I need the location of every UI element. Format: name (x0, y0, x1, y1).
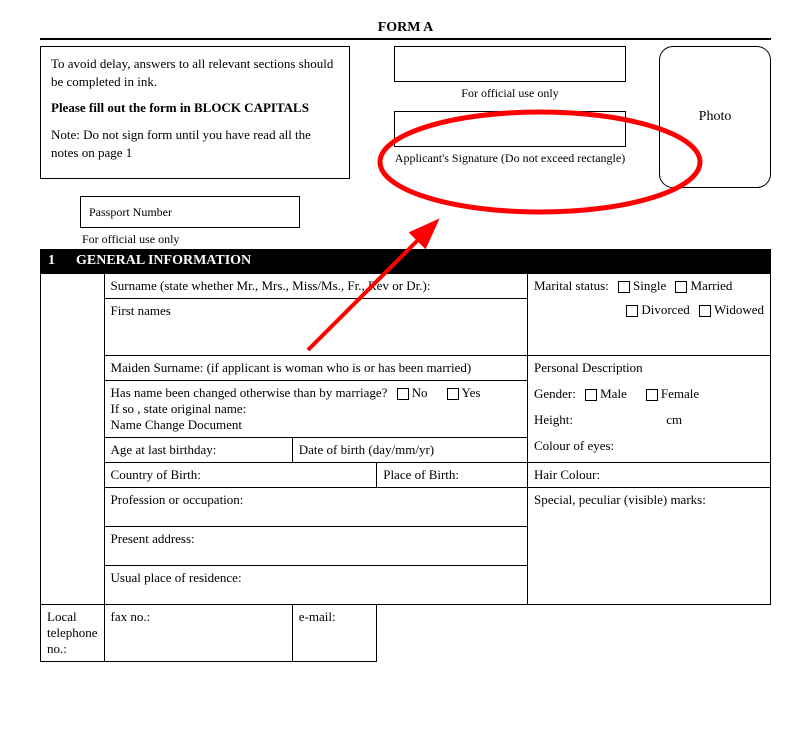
place-birth-cell[interactable]: Place of Birth: (377, 463, 528, 488)
photo-label: Photo (699, 109, 732, 125)
age-cell[interactable]: Age at last birthday: (104, 438, 292, 463)
name-change-orig: If so , state original name: (111, 401, 521, 417)
personal-desc-label: Personal Description (534, 360, 764, 376)
checkbox-married[interactable] (675, 281, 687, 293)
checkbox-yes[interactable] (447, 388, 459, 400)
official-use-caption: For official use only (461, 86, 558, 101)
personal-description-cell[interactable]: Personal Description Gender: Male Female… (528, 356, 771, 463)
maiden-cell[interactable]: Maiden Surname: (if applicant is woman w… (104, 356, 527, 381)
section-number: 1 (48, 253, 76, 269)
checkbox-no[interactable] (397, 388, 409, 400)
photo-box[interactable]: Photo (659, 46, 771, 188)
no-label: No (412, 385, 428, 400)
first-names-cell[interactable]: First names (104, 299, 527, 356)
fax-cell[interactable]: fax no.: (104, 605, 292, 662)
present-address-cell[interactable]: Present address: (104, 527, 527, 566)
name-change-doc: Name Change Document (111, 417, 521, 433)
email-cell[interactable]: e-mail: (292, 605, 376, 662)
cm-label: cm (666, 412, 682, 427)
single-label: Single (633, 278, 666, 293)
checkbox-single[interactable] (618, 281, 630, 293)
signature-box[interactable] (394, 111, 626, 147)
marital-status-cell[interactable]: Marital status: Single Married Divorced … (528, 274, 771, 356)
form-title: FORM A (40, 20, 771, 36)
section-header: 1 GENERAL INFORMATION (40, 249, 771, 273)
row-number-col (41, 274, 105, 605)
gender-label: Gender: (534, 386, 576, 401)
official-use-box[interactable] (394, 46, 626, 82)
dob-cell[interactable]: Date of birth (day/mm/yr) (292, 438, 527, 463)
yes-label: Yes (462, 385, 481, 400)
instructions-box: To avoid delay, answers to all relevant … (40, 46, 350, 179)
passport-caption: For official use only (82, 232, 771, 247)
instruction-note: Note: Do not sign form until you have re… (51, 126, 339, 162)
marks-cell[interactable]: Special, peculiar (visible) marks: (528, 488, 771, 605)
title-rule (40, 38, 771, 40)
section-title: GENERAL INFORMATION (76, 253, 251, 269)
married-label: Married (690, 278, 732, 293)
passport-number-box[interactable]: Passport Number (80, 196, 300, 228)
usual-residence-cell[interactable]: Usual place of residence: (104, 566, 527, 605)
marital-status-label: Marital status: (534, 278, 609, 293)
divorced-label: Divorced (641, 302, 689, 317)
checkbox-male[interactable] (585, 389, 597, 401)
surname-cell[interactable]: Surname (state whether Mr., Mrs., Miss/M… (104, 274, 527, 299)
eyes-label: Colour of eyes: (534, 438, 764, 454)
passport-label: Passport Number (89, 205, 172, 220)
female-label: Female (661, 386, 699, 401)
widowed-label: Widowed (714, 302, 764, 317)
checkbox-widowed[interactable] (699, 305, 711, 317)
male-label: Male (600, 386, 627, 401)
form-table: Surname (state whether Mr., Mrs., Miss/M… (40, 273, 771, 662)
checkbox-divorced[interactable] (626, 305, 638, 317)
hair-cell[interactable]: Hair Colour: (528, 463, 771, 488)
name-change-cell[interactable]: Has name been changed otherwise than by … (104, 381, 527, 438)
name-change-q: Has name been changed otherwise than by … (111, 385, 388, 400)
country-birth-cell[interactable]: Country of Birth: (104, 463, 377, 488)
height-label: Height: (534, 412, 573, 427)
instruction-line: To avoid delay, answers to all relevant … (51, 55, 339, 91)
instruction-bold: Please fill out the form in BLOCK CAPITA… (51, 99, 339, 117)
profession-cell[interactable]: Profession or occupation: (104, 488, 527, 527)
local-tel-cell[interactable]: Local telephone no.: (41, 605, 105, 662)
checkbox-female[interactable] (646, 389, 658, 401)
signature-caption: Applicant's Signature (Do not exceed rec… (395, 151, 625, 166)
